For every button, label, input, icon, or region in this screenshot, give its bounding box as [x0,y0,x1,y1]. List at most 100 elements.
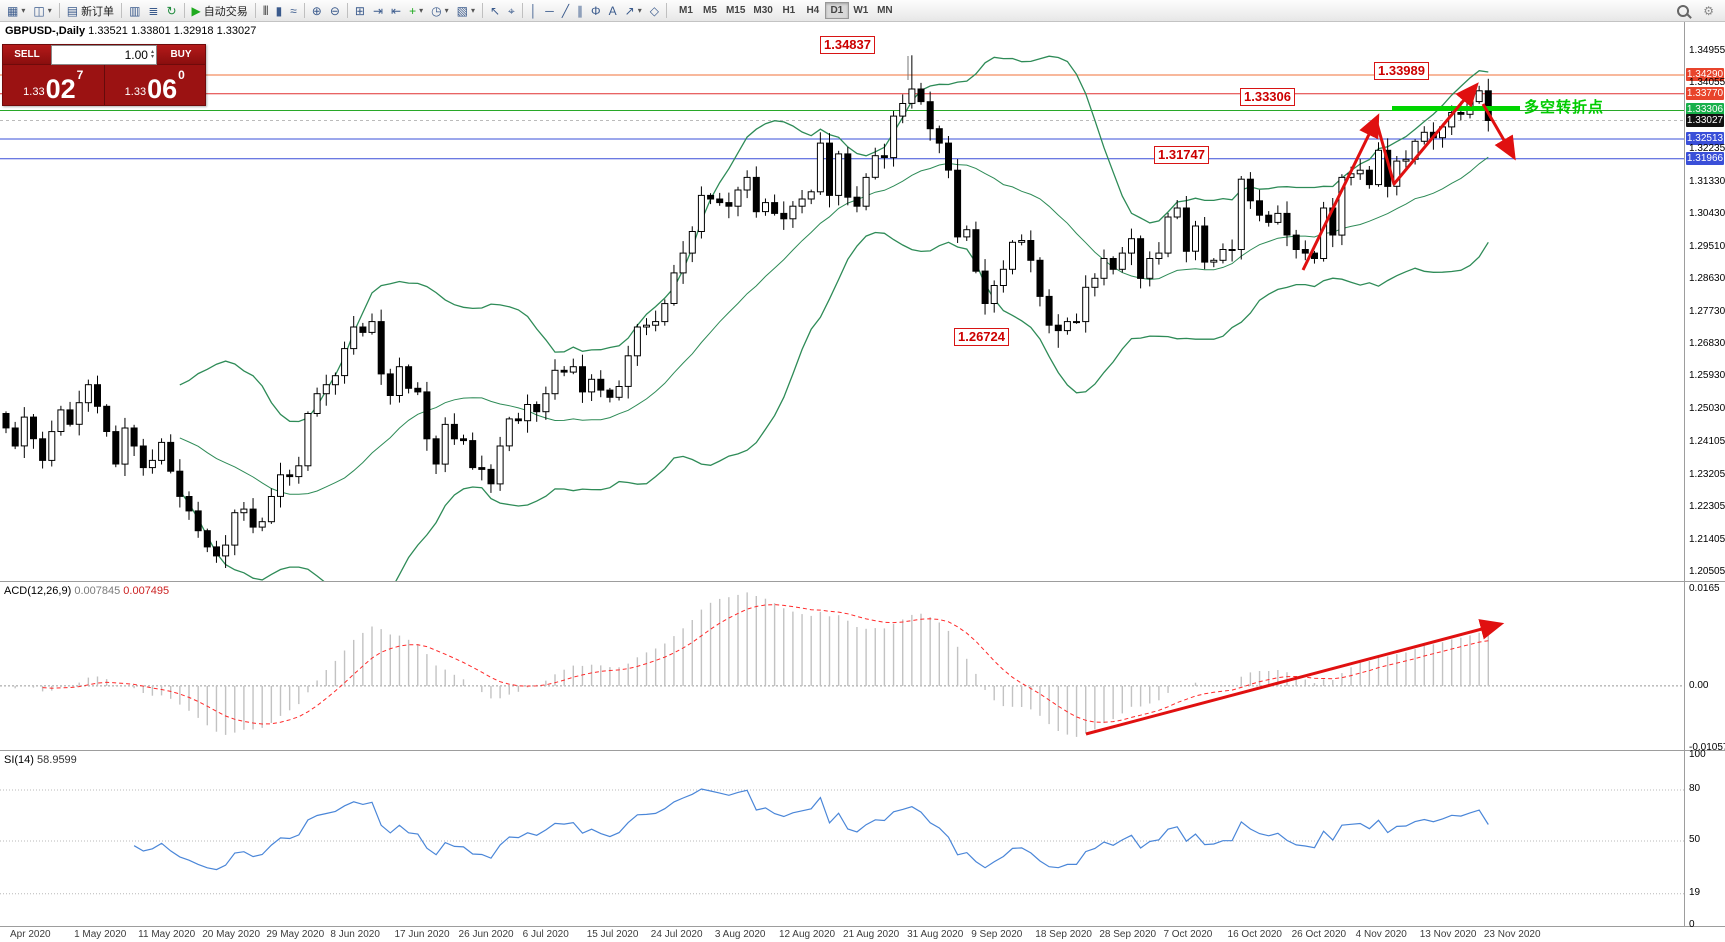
text-icon-glyph: A [608,3,617,18]
timeframe-m15[interactable]: M15 [722,2,749,19]
fibonacci-icon[interactable]: Φ [587,2,605,20]
refresh-icon-glyph: ↻ [166,3,177,18]
spin-up-icon[interactable]: ▴ [150,49,154,55]
timeframe-mn[interactable]: MN [873,2,897,19]
date-label: 26 Jun 2020 [458,929,514,940]
crosshair-icon-glyph: ⌖ [508,3,515,18]
sell-button[interactable]: SELL [3,45,51,65]
toolbar-right: ⚙ [1673,2,1722,20]
price-axis-badge: 1.33027 [1686,113,1724,127]
date-label: 29 May 2020 [266,929,325,940]
timeframe-w1[interactable]: W1 [849,2,873,19]
buy-button[interactable]: BUY [157,45,205,65]
vertical-line-icon[interactable]: │ [526,2,542,20]
timeframe-h1[interactable]: H1 [777,2,801,19]
price-axis-tick: 1.23205 [1689,468,1725,480]
trendline-icon[interactable]: ╱ [558,2,573,20]
date-label: 13 Nov 2020 [1419,929,1477,940]
templates-icon[interactable]: ▧ ▾ [453,2,479,20]
arrows-icon[interactable]: ↗ ▾ [621,2,646,20]
add-indicator-icon[interactable]: + ▾ [405,2,427,20]
toolbar-separator [121,3,123,18]
price-chart[interactable]: 1.34955 1.34290 1.34055 1.33770 1.33306 1.330… [0,22,1725,942]
timeframe-d1[interactable]: D1 [824,2,849,19]
rsi-axis-label: 100 [1689,749,1706,760]
text-icon[interactable]: A [605,2,621,20]
rsi-axis-label: 80 [1689,783,1701,794]
timeframe-m1[interactable]: M1 [674,2,698,19]
rsi-axis-label: 50 [1689,834,1701,845]
sell-price-prefix: 1.33 [23,86,45,98]
horizontal-line-icon-glyph: ─ [545,3,554,18]
zoom-in-icon[interactable]: ⊕ [308,2,326,20]
date-label: 4 Nov 2020 [1355,929,1407,940]
cursor-icon-glyph: ↖ [489,3,501,18]
horizontal-line-icon[interactable]: ─ [541,2,558,20]
toolbar-separator [665,3,667,18]
new-chart-icon[interactable]: ▦ ▾ [3,2,29,20]
timeframe-m30[interactable]: M30 [749,2,776,19]
timeframe-m5[interactable]: M5 [698,2,722,19]
tile-windows-icon[interactable]: ⊞ [351,2,369,20]
channel-icon[interactable]: ∥ [573,2,587,20]
toolbar-separator [481,3,483,18]
sell-price-big: 02 [45,74,76,104]
date-label: 3 Aug 2020 [714,929,766,940]
fibonacci-icon-glyph: Φ [591,3,601,18]
add-indicator-icon-glyph: + [409,3,417,18]
auto-scroll-icon[interactable]: ⇥ [369,2,387,20]
candlestick-chart-icon[interactable]: ▮ [272,2,287,20]
settings-icon[interactable]: ⚙ [1699,2,1718,20]
macd-axis-label: 0.0165 [1689,583,1720,594]
buy-price-sup: 0 [178,68,185,82]
cursor-icon[interactable]: ↖ [486,2,504,20]
price-axis-tick: 1.32235 [1689,143,1725,155]
price-axis-tick: 1.26830 [1689,337,1725,349]
periods-icon[interactable]: ◷ ▾ [427,2,453,20]
new-chart-icon-glyph: ▦ [7,3,19,18]
bar-chart-icon[interactable]: ||| [259,2,272,20]
market-watch-icon[interactable]: ▥ [125,2,144,20]
auto-trading-button-label: 自动交易 [203,5,248,18]
symbol-ohlc: 1.33521 1.33801 1.32918 1.33027 [88,25,257,37]
date-label: 8 Jun 2020 [330,929,380,940]
candlestick-chart-icon-glyph: ▮ [275,3,283,18]
price-axis-badge: 1.34290 [1686,67,1724,81]
profiles-icon[interactable]: ◫ ▾ [29,2,55,20]
volume-input[interactable]: 1.00 ▴ ▾ [51,45,157,65]
sell-price: 1.33 02 7 [3,65,105,105]
new-order-button-glyph: ▤ [66,3,79,18]
data-window-icon[interactable]: ≣ [144,2,162,20]
toolbar-separator [346,3,348,18]
bar-chart-icon-glyph: ||| [262,4,269,16]
magnifier-glyph [1677,4,1690,17]
spin-down-icon[interactable]: ▾ [150,54,154,60]
zoom-out-icon[interactable]: ⊖ [326,2,344,20]
shapes-icon[interactable]: ◇ [646,2,663,20]
dropdown-caret-icon: ▾ [419,6,424,15]
toolbar-groups: ▦ ▾ ◫ ▾ ▤ 新订单 ▥ ≣ ↻ ▶ 自动交易 ||| ▮ ≈ ⊕ ⊖ ⊞ ⇥ ⇤ + ▾ ◷ ▾ ▧ ▾ ↖ ⌖ │ ─ ╱ ∥ Φ A… [3,2,670,20]
volume-spinner[interactable]: ▴ ▾ [150,49,154,60]
macd-signal-value: 0.007495 [123,585,170,597]
auto-trading-button[interactable]: ▶ 自动交易 [188,2,252,20]
dropdown-caret-icon: ▾ [470,6,475,15]
channel-icon-glyph: ∥ [577,3,584,18]
trendline-icon-glyph: ╱ [561,3,570,18]
price-axis-tick: 1.34055 [1689,77,1725,89]
refresh-icon[interactable]: ↻ [162,2,180,20]
chart-shift-icon[interactable]: ⇤ [387,2,405,20]
crosshair-icon[interactable]: ⌖ [504,2,519,20]
date-label: 31 Aug 2020 [907,929,964,940]
zoom-in-icon-glyph: ⊕ [311,3,322,18]
line-chart-icon[interactable]: ≈ [286,2,301,20]
search-icon[interactable] [1673,2,1693,20]
turning-point-annotation: 多空转折点 [1524,99,1605,116]
dropdown-caret-icon: ▾ [444,6,449,15]
price-axis-badge: 1.32513 [1686,132,1724,146]
timeframe-h4[interactable]: H4 [801,2,825,19]
new-order-button[interactable]: ▤ 新订单 [63,2,118,20]
arrows-icon-glyph: ↗ [624,3,635,18]
macd-indicator-label: ACD(12,26,9) 0.007845 0.007495 [4,585,169,597]
price-axis-tick: 1.30430 [1689,208,1725,220]
